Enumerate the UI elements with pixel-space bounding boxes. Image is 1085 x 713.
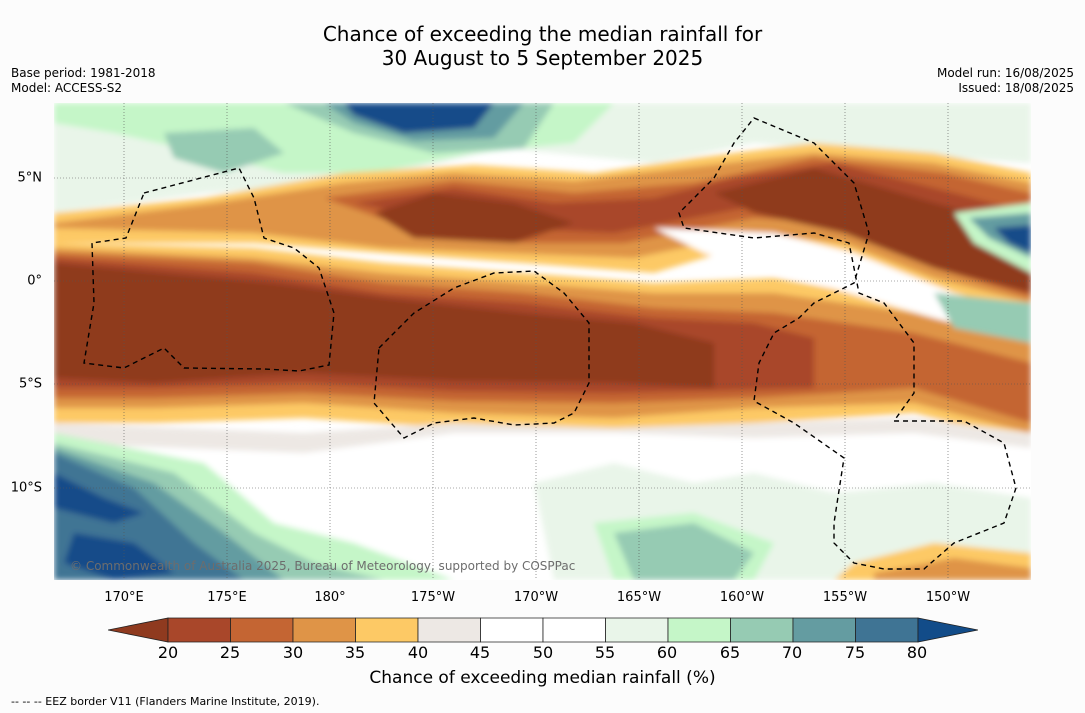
colorbar-tick: 75 (844, 643, 866, 662)
colorbar-swatch (855, 617, 919, 643)
colorbar-swatch (292, 617, 356, 643)
lon-label-170e: 170°E (104, 590, 144, 605)
colorbar-swatch (542, 617, 606, 643)
rainfall-probability-map[interactable] (54, 103, 1031, 580)
colorbar-swatch (355, 617, 419, 643)
lon-label-170w: 170°W (513, 590, 559, 605)
colorbar-tick: 25 (219, 643, 241, 662)
model-run-text: Model run: 16/08/2025 (936, 66, 1074, 80)
colorbar-swatch (230, 617, 294, 643)
colorbar-swatch (480, 617, 544, 643)
title-line-2: 30 August to 5 September 2025 (381, 46, 704, 70)
eez-borders (83, 117, 1017, 570)
colorbar-tick: 30 (282, 643, 304, 662)
base-period-text: Base period: 1981-2018 (11, 66, 156, 80)
colorbar-tick: 80 (906, 643, 928, 662)
issued-text: Issued: 18/08/2025 (958, 81, 1074, 95)
colorbar-swatch (730, 617, 794, 643)
lon-label-175w: 175°W (410, 590, 456, 605)
colorbar-swatch (792, 617, 856, 643)
colorbar-tick: 35 (344, 643, 366, 662)
lat-label-0: 0° (27, 273, 42, 289)
lon-label-160w: 160°W (719, 590, 765, 605)
colorbar-tick: 45 (469, 643, 491, 662)
lon-label-180: 180° (314, 590, 346, 605)
title-line-1: Chance of exceeding the median rainfall … (322, 22, 763, 46)
colorbar-tick: 50 (532, 643, 554, 662)
copyright-notice: © Commonwealth of Australia 2025, Bureau… (70, 559, 576, 573)
colorbar-tick: 55 (594, 643, 616, 662)
graticule (54, 103, 1031, 580)
run-info: Model run: 16/08/2025 Issued: 18/08/2025 (937, 66, 1074, 96)
colorbar (108, 617, 978, 643)
colorbar-tick: 40 (407, 643, 429, 662)
colorbar-swatch (108, 617, 169, 643)
colorbar-label: Chance of exceeding median rainfall (%) (369, 668, 716, 688)
colorbar-tick: 65 (719, 643, 741, 662)
colorbar-tick: 20 (157, 643, 179, 662)
model-name-text: Model: ACCESS-S2 (11, 81, 123, 95)
probability-fill (54, 103, 1031, 580)
lat-label-5n: 5°N (17, 170, 43, 186)
lon-label-150w: 150°W (925, 590, 971, 605)
colorbar-swatch (417, 617, 481, 643)
eez-footnote: -- -- -- EEZ border V11 (Flanders Marine… (11, 695, 320, 708)
colorbar-swatch (917, 617, 978, 643)
colorbar-swatch (167, 617, 231, 643)
colorbar-tick: 60 (656, 643, 678, 662)
lon-label-175e: 175°E (207, 590, 247, 605)
lon-label-165w: 165°W (616, 590, 662, 605)
lat-label-10s: 10°S (10, 480, 42, 496)
colorbar-swatch (667, 617, 731, 643)
lon-label-155w: 155°W (822, 590, 868, 605)
map-canvas (54, 103, 1031, 580)
colorbar-swatch (605, 617, 669, 643)
lat-label-5s: 5°S (18, 376, 42, 392)
map-title: Chance of exceeding the median rainfall … (0, 22, 1085, 70)
colorbar-tick: 70 (781, 643, 803, 662)
model-info: Base period: 1981-2018 Model: ACCESS-S2 (11, 66, 156, 96)
